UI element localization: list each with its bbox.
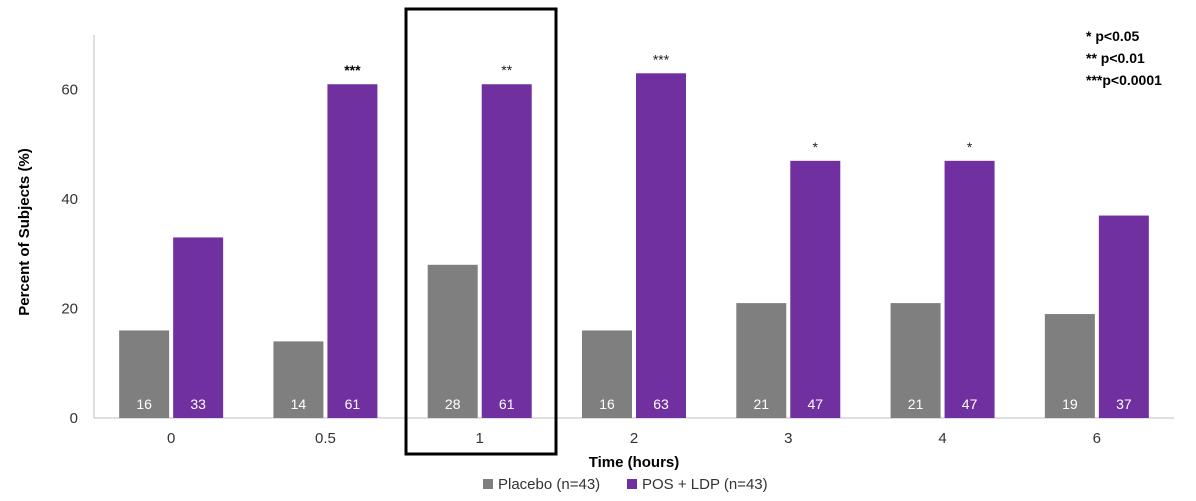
significance-key: * p<0.05 ** p<0.01 ***p<0.0001 — [1086, 28, 1162, 88]
highlight-box — [404, 7, 558, 456]
significance-note: ** p<0.01 — [1086, 50, 1145, 66]
bar-placebo — [736, 303, 787, 418]
y-tick-labels: 0 20 40 60 — [61, 82, 78, 427]
significance-marker: *** — [344, 62, 361, 78]
x-tick-label: 3 — [784, 430, 792, 447]
bar-placebo — [890, 303, 941, 418]
data-label: 21 — [908, 396, 924, 412]
x-tick-label: 2 — [630, 430, 638, 447]
significance-note: * p<0.05 — [1086, 28, 1140, 44]
x-tick-label: 4 — [938, 430, 946, 447]
bar-placebo — [119, 330, 170, 418]
x-tick-labels: 0 0.5 1 2 3 4 6 — [167, 430, 1101, 447]
bar-pos-ldp — [481, 84, 532, 418]
significance-marker: * — [967, 139, 973, 155]
x-tick-label: 0.5 — [315, 430, 336, 447]
y-tick-label: 20 — [61, 301, 78, 318]
y-axis-title: Percent of Subjects (%) — [16, 148, 33, 316]
data-label: 28 — [445, 396, 461, 412]
data-label: 37 — [1116, 396, 1132, 412]
data-label: 47 — [807, 396, 823, 412]
x-axis-title: Time (hours) — [589, 454, 680, 471]
data-label: 47 — [962, 396, 978, 412]
data-label: 19 — [1062, 396, 1078, 412]
significance-marker: * — [813, 139, 819, 155]
data-label: 63 — [653, 396, 669, 412]
legend-swatch-placebo — [483, 479, 493, 489]
legend: Placebo (n=43) POS + LDP (n=43) — [483, 476, 768, 493]
data-label: 16 — [599, 396, 615, 412]
bar-placebo — [273, 341, 324, 418]
bar-placebo — [427, 264, 478, 418]
x-tick-label: 1 — [476, 430, 484, 447]
data-label: 21 — [753, 396, 769, 412]
x-tick-label: 6 — [1093, 430, 1101, 447]
bar-placebo — [582, 330, 632, 418]
data-label: 14 — [291, 396, 307, 412]
bar-pos-ldp — [790, 160, 841, 419]
y-tick-label: 0 — [70, 410, 78, 427]
y-tick-label: 40 — [61, 191, 78, 208]
significance-marker: ** — [501, 62, 512, 78]
data-label: 61 — [345, 396, 361, 412]
data-label: 61 — [499, 396, 515, 412]
significance-note: ***p<0.0001 — [1086, 72, 1162, 88]
bar-pos-ldp — [636, 73, 686, 419]
y-tick-label: 60 — [61, 82, 78, 99]
legend-swatch-pos-ldp — [627, 479, 637, 489]
bar-pos-ldp — [327, 84, 378, 418]
bar-pos-ldp — [1098, 215, 1149, 418]
bars: 16 33 14 61 *** 28 61 ** 16 63 *** 21 47 * 21 47 * 19 37 — [119, 51, 1149, 419]
bar-placebo — [1044, 314, 1095, 418]
x-tick-label: 0 — [167, 430, 175, 447]
bar-pos-ldp — [944, 160, 995, 419]
legend-label: POS + LDP (n=43) — [642, 476, 768, 493]
legend-label: Placebo (n=43) — [498, 476, 600, 493]
data-label: 33 — [190, 396, 206, 412]
data-label: 16 — [136, 396, 152, 412]
bar-pos-ldp — [173, 237, 224, 418]
significance-marker: *** — [653, 51, 670, 67]
